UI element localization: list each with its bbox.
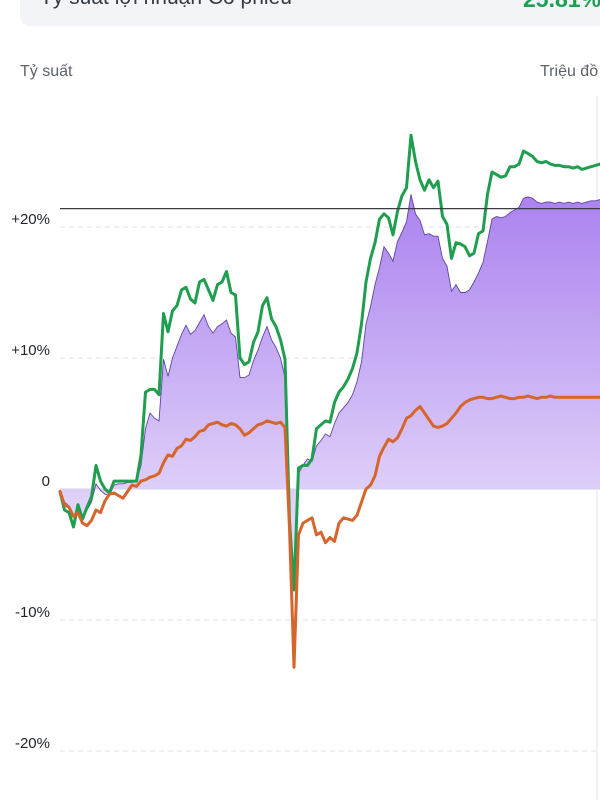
y-tick-label: +20% — [11, 211, 50, 228]
y-tick-label: -20% — [15, 735, 50, 752]
left-axis-title: Tỷ suất — [20, 63, 73, 80]
return-value: 25.81% — [523, 0, 600, 13]
area-series-fill — [60, 194, 600, 577]
right-axis-title: Triệu đồ — [540, 63, 599, 80]
y-tick-label: +10% — [11, 342, 50, 359]
return-label: Tỷ suất lợi nhuận Cổ phiếu — [40, 0, 292, 10]
line-series-0 — [58, 133, 600, 592]
summary-card — [20, 0, 600, 26]
y-tick-label: 0 — [42, 473, 50, 490]
y-tick-label: -10% — [15, 604, 50, 621]
line-series-1 — [58, 394, 600, 669]
area-series-outline — [59, 194, 600, 577]
